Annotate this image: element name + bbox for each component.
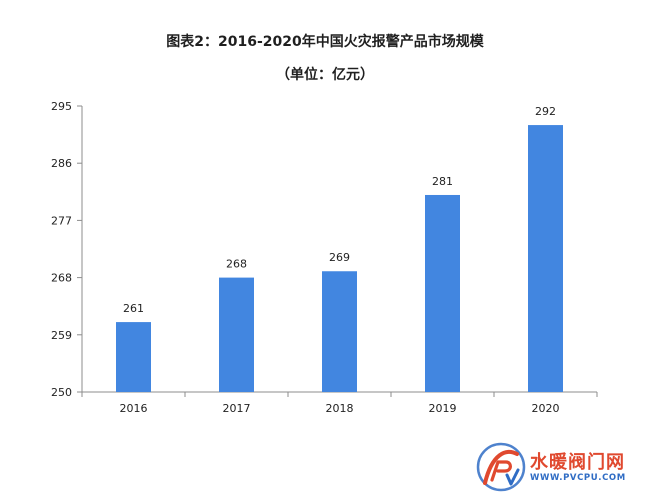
data-label-2017: 268 [226,258,247,271]
bar-2017 [219,277,254,392]
y-tick-label: 259 [51,329,72,342]
bar-2020 [528,125,563,393]
y-axis [77,105,83,393]
y-tick-label: 286 [51,157,72,170]
y-tick-label: 268 [51,272,72,285]
watermark-url: WWW.PVCPU.COM [530,473,626,483]
data-labels: 261 268 269 281 292 [123,105,556,315]
data-label-2020: 292 [535,105,556,118]
data-label-2018: 269 [329,251,350,264]
y-tick-label: 250 [51,386,72,399]
chart-subtitle: （单位：亿元） [276,67,374,83]
bar-2019 [425,194,460,392]
x-tick-label-2017: 2017 [223,402,251,415]
y-tick-label: 277 [51,214,72,227]
chart-title: 图表2：2016-2020年中国火灾报警产品市场规模 [166,34,484,50]
x-tick-label-2020: 2020 [532,402,560,415]
watermark-name: 水暖阀门网 [530,452,625,473]
data-label-2019: 281 [432,175,453,188]
bar-2018 [322,271,357,392]
data-label-2016: 261 [123,302,144,315]
pv-logo-icon [476,442,526,492]
x-tick-label-2019: 2019 [429,402,457,415]
bar-2016 [116,322,151,392]
x-axis [81,391,598,397]
x-tick-label-2018: 2018 [326,402,354,415]
bars [116,125,563,393]
watermark: 水暖阀门网 WWW.PVCPU.COM [476,440,650,497]
x-tick-labels: 2016 2017 2018 2019 2020 [120,402,560,415]
x-tick-label-2016: 2016 [120,402,148,415]
y-tick-label: 295 [51,100,72,113]
y-tick-labels: 250 259 268 277 286 295 [51,100,72,399]
